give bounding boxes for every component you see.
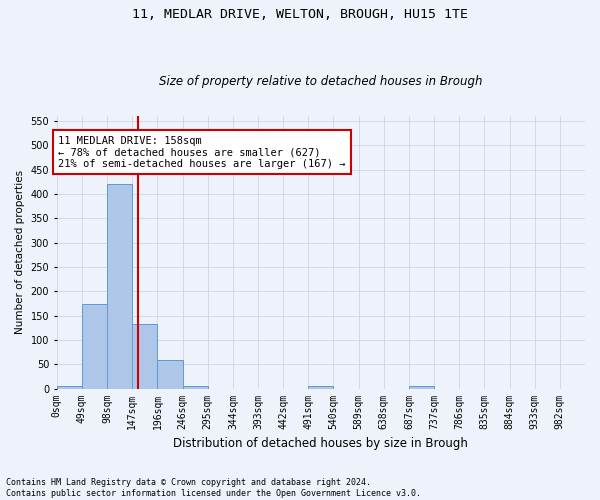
Text: 11 MEDLAR DRIVE: 158sqm
← 78% of detached houses are smaller (627)
21% of semi-d: 11 MEDLAR DRIVE: 158sqm ← 78% of detache… bbox=[58, 136, 346, 168]
Text: 11, MEDLAR DRIVE, WELTON, BROUGH, HU15 1TE: 11, MEDLAR DRIVE, WELTON, BROUGH, HU15 1… bbox=[132, 8, 468, 20]
Bar bbox=[82, 304, 107, 388]
Text: Contains HM Land Registry data © Crown copyright and database right 2024.
Contai: Contains HM Land Registry data © Crown c… bbox=[6, 478, 421, 498]
Bar bbox=[57, 386, 82, 388]
Title: Size of property relative to detached houses in Brough: Size of property relative to detached ho… bbox=[159, 76, 482, 88]
Bar bbox=[409, 386, 434, 388]
X-axis label: Distribution of detached houses by size in Brough: Distribution of detached houses by size … bbox=[173, 437, 469, 450]
Bar bbox=[182, 386, 208, 388]
Bar bbox=[157, 360, 182, 388]
Bar bbox=[132, 324, 157, 388]
Bar bbox=[308, 386, 334, 388]
Y-axis label: Number of detached properties: Number of detached properties bbox=[15, 170, 25, 334]
Bar bbox=[107, 184, 132, 388]
